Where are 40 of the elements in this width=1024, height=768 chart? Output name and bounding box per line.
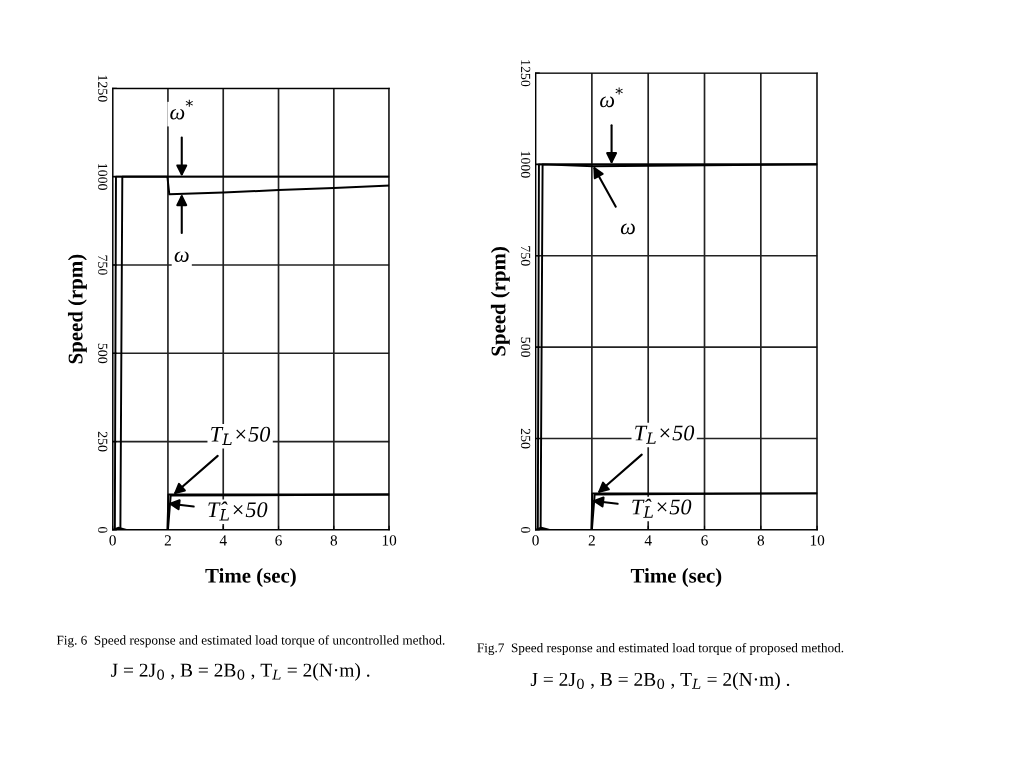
annotation: T̂$_{L}$×50	[632, 498, 692, 518]
y-tick-label: 250	[98, 431, 108, 452]
x-tick-label: 10	[810, 535, 825, 546]
y-tick-label: 750	[98, 255, 108, 275]
text: J = 2J$_{0}$ , B = 2B$_{0}$ , T$_{L}$ = 2(N·m) .	[530, 672, 790, 690]
annotation: ω$^{*}$	[600, 87, 623, 108]
x-tick-label: 6	[701, 535, 708, 546]
x-tick-label: 6	[275, 535, 282, 546]
x-axis-title: Time (sec)	[205, 568, 296, 587]
y-tick-label: 500	[98, 343, 108, 364]
x-tick-label: 0	[532, 535, 539, 546]
y-axis-title: Speed (rpm)	[67, 254, 87, 364]
annotation: T$_{L}$×50	[211, 426, 271, 445]
annotation: ω	[620, 223, 635, 235]
y-tick-label: 1250	[520, 60, 531, 87]
y-tick-label: 500	[520, 337, 531, 358]
y-tick-label: 1000	[520, 151, 531, 178]
annotation: T̂$_{L}$×50	[208, 501, 268, 521]
annotation: ω	[174, 251, 189, 263]
x-tick-label: 4	[219, 535, 227, 546]
y-tick-label: 1250	[98, 75, 108, 102]
x-tick-label: 10	[382, 535, 397, 546]
x-tick-label: 4	[644, 535, 652, 546]
x-tick-label: 8	[757, 535, 765, 546]
annotation: T$_{L}$×50	[635, 425, 695, 444]
y-tick-label: 750	[520, 246, 531, 266]
text: J = 2J$_{0}$ , B = 2B$_{0}$ , T$_{L}$ = 2(N·m) .	[110, 663, 370, 681]
y-tick-label: 0	[98, 526, 108, 533]
annotation: ω$^{*}$	[170, 99, 193, 120]
y-tick-label: 0	[520, 526, 531, 533]
x-tick-label: 0	[109, 535, 116, 546]
y-axis-title: Speed (rpm)	[490, 247, 510, 356]
x-axis-title: Time (sec)	[630, 568, 722, 587]
caption: Fig. 6 Speed response and estimated load torque of uncontrolled method.	[56, 635, 445, 648]
caption: Fig.7 Speed response and estimated load torque of proposed method.	[477, 642, 844, 656]
y-tick-label: 1000	[98, 163, 108, 190]
x-tick-label: 2	[164, 535, 171, 546]
x-tick-label: 2	[588, 535, 595, 546]
x-tick-label: 8	[330, 535, 338, 546]
y-tick-label: 250	[520, 428, 531, 449]
